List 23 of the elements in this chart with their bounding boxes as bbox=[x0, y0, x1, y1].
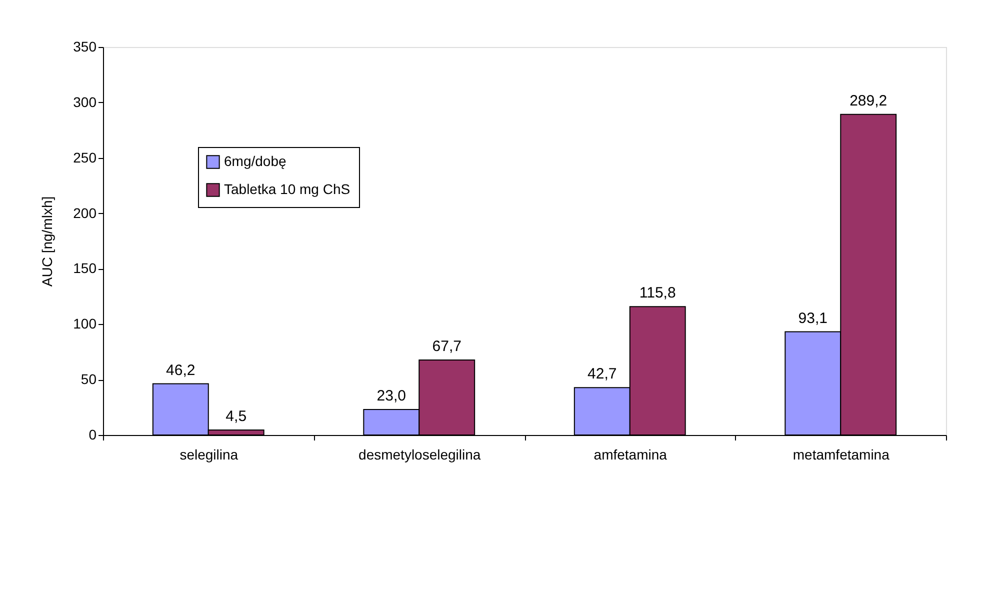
y-tick-label: 200 bbox=[73, 204, 97, 221]
data-label: 42,7 bbox=[588, 366, 617, 383]
legend-label: Tabletka 10 mg ChS bbox=[224, 181, 350, 197]
y-axis-title: AUC [ng/mlxh] bbox=[39, 196, 56, 287]
data-label: 23,0 bbox=[376, 388, 406, 405]
y-tick-label: 350 bbox=[73, 38, 97, 54]
data-label: 67,7 bbox=[432, 338, 462, 355]
x-tick-label: metamfetamina bbox=[792, 446, 890, 462]
legend-label: 6mg/dobę bbox=[224, 153, 286, 169]
y-tick-label: 0 bbox=[88, 426, 97, 442]
data-label: 93,1 bbox=[798, 310, 828, 327]
x-tick-label: selegilina bbox=[180, 446, 238, 462]
data-label: 4,5 bbox=[226, 408, 247, 426]
x-tick-label: amfetamina bbox=[594, 446, 668, 462]
y-tick-label: 250 bbox=[73, 149, 97, 166]
y-tick-label: 150 bbox=[73, 260, 97, 276]
data-label: 115,8 bbox=[639, 284, 676, 302]
data-label: 289,2 bbox=[850, 92, 888, 110]
y-tick-label: 300 bbox=[73, 94, 97, 110]
y-tick-label: 50 bbox=[80, 371, 97, 388]
data-label: 46,2 bbox=[166, 362, 196, 379]
x-tick-label: desmetyloselegilina bbox=[358, 446, 481, 462]
y-tick-label: 100 bbox=[73, 316, 97, 332]
